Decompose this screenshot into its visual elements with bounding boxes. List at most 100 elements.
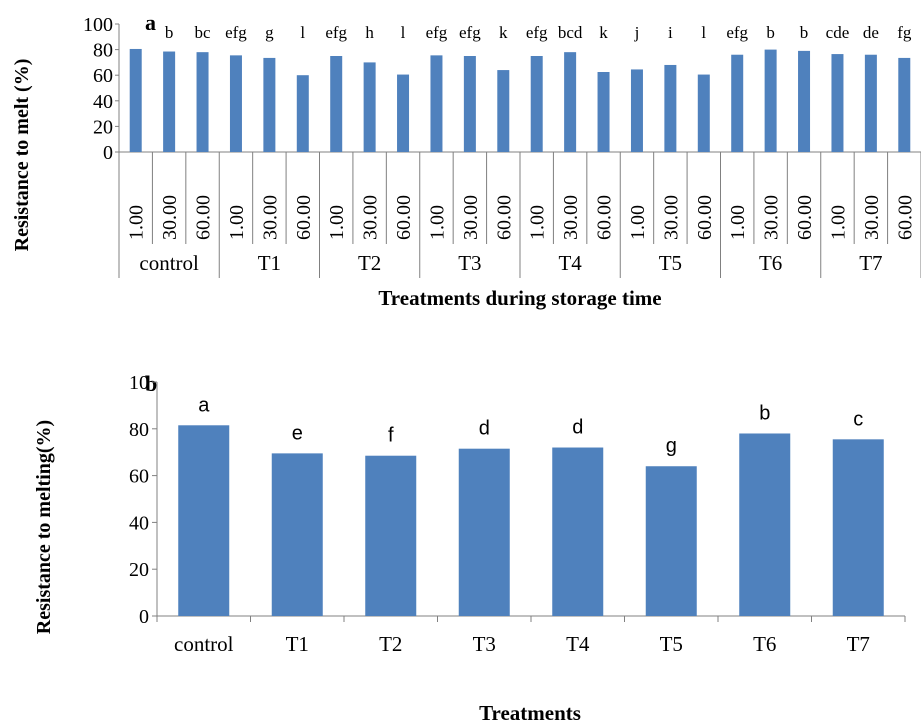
chart-a-data-label: efg — [526, 23, 548, 42]
chart-a-storage-time-label: 60.00 — [493, 195, 515, 240]
chart-a-storage-time-label: 30.00 — [861, 195, 883, 240]
chart-a-storage-time-label: 60.00 — [193, 195, 215, 240]
chart-a-bar — [798, 50, 811, 152]
chart-b-bar — [552, 447, 604, 616]
chart-a-data-label: b — [766, 23, 775, 42]
chart-a-data-label: efg — [726, 23, 748, 42]
chart-a-storage-time-label: 1.00 — [827, 205, 849, 240]
chart-a-data-label: efg — [459, 23, 481, 42]
chart-b-category-label: T6 — [753, 632, 776, 656]
chart-a-bar — [296, 75, 309, 152]
chart-b-bar — [739, 433, 791, 616]
chart-a-data-label: efg — [426, 23, 448, 42]
chart-a-bar — [163, 51, 176, 152]
chart-a-data-label: efg — [325, 23, 347, 42]
chart-a-panel-label: a — [145, 10, 156, 35]
chart-a-bar — [129, 48, 142, 152]
chart-a-storage-time-label: 60.00 — [293, 195, 315, 240]
chart-a-bar — [630, 69, 643, 152]
chart-a-storage-time-label: 1.00 — [326, 205, 348, 240]
chart-a-y-tick-label: 100 — [83, 14, 113, 36]
chart-a-storage-time-label: 1.00 — [126, 205, 148, 240]
chart-b-x-axis-title: Treatments — [479, 701, 581, 725]
chart-a-bar — [530, 56, 543, 152]
chart-a-bar — [330, 56, 343, 152]
chart-a-storage-time-label: 30.00 — [460, 195, 482, 240]
chart-a-storage-time-label: 1.00 — [727, 205, 749, 240]
chart-a-storage-time-label: 60.00 — [393, 195, 415, 240]
chart-a-storage-time-label: 60.00 — [694, 195, 716, 240]
chart-a-bar — [196, 52, 209, 152]
chart-b-y-tick-label: 0 — [139, 606, 149, 628]
chart-a-bar — [363, 62, 376, 152]
chart-b-data-label: d — [572, 417, 583, 439]
chart-b-panel-label: b — [145, 371, 157, 396]
chart-b-data-label: d — [479, 418, 490, 440]
chart-a-data-label: bc — [195, 23, 212, 42]
chart-a-group-label: T7 — [859, 251, 882, 275]
chart-b-bar — [645, 466, 697, 616]
chart-a-bar — [597, 72, 610, 152]
chart-b-y-axis-title: Resistance to melting(%) — [33, 420, 55, 634]
chart-a-storage-time-label: 30.00 — [360, 195, 382, 240]
chart-a-data-label: g — [265, 23, 274, 42]
chart-a-data-label: l — [401, 23, 406, 42]
chart-b-category-label: control — [174, 632, 234, 656]
chart-b: 0 20 40 60 80 10 a control e T1 f T2 d T3 d T4 g T5 b T6 c T7 — [129, 372, 906, 656]
chart-a-y-tick-label: 0 — [103, 142, 113, 164]
chart-a-data-label: l — [701, 23, 706, 42]
chart-b-y-tick-label: 60 — [129, 466, 149, 488]
chart-b-category-label: T7 — [847, 632, 870, 656]
chart-a-storage-time-label: 30.00 — [560, 195, 582, 240]
chart-a-storage-time-label: 1.00 — [426, 205, 448, 240]
chart-a-group-label: T4 — [558, 251, 582, 275]
chart-b-category-label: T5 — [660, 632, 683, 656]
chart-a-group-label: control — [139, 251, 199, 275]
chart-a-bar — [463, 56, 476, 152]
chart-b-category-label: T1 — [286, 632, 309, 656]
chart-a-group-label: T6 — [759, 251, 782, 275]
chart-b-data-label: b — [759, 402, 770, 424]
chart-b-y-tick-label: 80 — [129, 419, 149, 441]
chart-a-group-label: T3 — [458, 251, 481, 275]
chart-a-data-label: cde — [826, 23, 850, 42]
chart-a-bar — [430, 55, 443, 152]
chart-a-storage-time-label: 1.00 — [527, 205, 549, 240]
chart-a-bar — [898, 57, 911, 152]
chart-b-y-tick-label: 10 — [129, 372, 149, 394]
chart-a-bar — [831, 54, 844, 152]
chart-b-bar — [458, 448, 510, 616]
chart-a-storage-time-label: 30.00 — [259, 195, 281, 240]
chart-b-y-tick-label: 40 — [129, 512, 149, 534]
chart-a-y-tick-label: 40 — [93, 91, 113, 113]
chart-b-category-label: T3 — [473, 632, 496, 656]
chart-a-data-label: efg — [225, 23, 247, 42]
chart-a-data-label: b — [165, 23, 174, 42]
chart-a-storage-time-label: 60.00 — [894, 195, 916, 240]
chart-a-y-axis-title: Resistance to melt (%) — [11, 59, 33, 252]
chart-a-data-label: bcd — [558, 23, 583, 42]
chart-a-y-tick-label: 60 — [93, 65, 113, 87]
chart-a-x-axis-title: Treatments during storage time — [378, 286, 661, 310]
chart-b-data-label: g — [666, 435, 677, 457]
chart-a-group-label: T1 — [258, 251, 281, 275]
chart-b-bar — [365, 455, 417, 616]
chart-a-storage-time-label: 60.00 — [594, 195, 616, 240]
chart-a-bar — [564, 52, 577, 152]
chart-a-bar — [664, 64, 677, 152]
chart-a-data-label: i — [668, 23, 673, 42]
chart-b-bar — [271, 453, 323, 616]
chart-a-data-label: j — [634, 23, 640, 42]
chart-a-group-label: T5 — [659, 251, 682, 275]
chart-a-storage-time-label: 1.00 — [226, 205, 248, 240]
chart-a-storage-time-label: 60.00 — [794, 195, 816, 240]
chart-b-data-label: e — [292, 422, 303, 444]
chart-a-group-label: T2 — [358, 251, 381, 275]
chart-a-bar — [764, 49, 777, 152]
chart-b-y-tick-label: 20 — [129, 559, 149, 581]
chart-a-data-label: l — [300, 23, 305, 42]
chart-a-data-label: h — [365, 23, 374, 42]
chart-a-bar — [229, 55, 242, 152]
chart-b-category-label: T4 — [566, 632, 590, 656]
